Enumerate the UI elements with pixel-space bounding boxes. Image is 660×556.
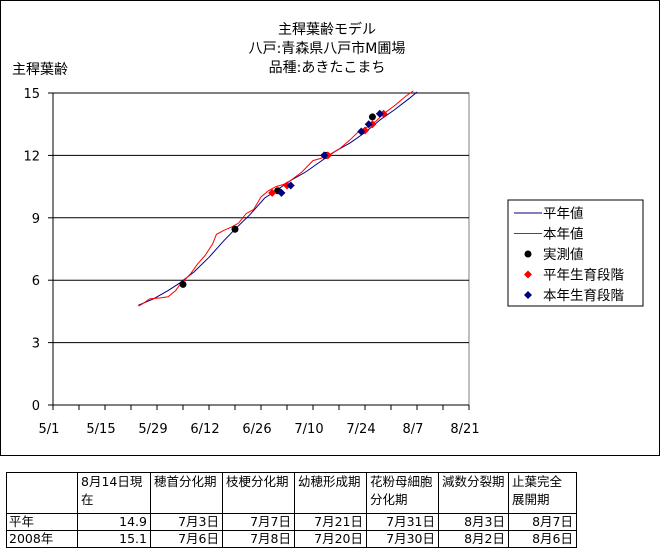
y-tick-label: 0 [32, 399, 40, 414]
table-cell: 15.1 [77, 530, 151, 548]
table-header-cell: 止葉完全展開期 [508, 472, 577, 514]
table-cell: 7月20日 [294, 530, 367, 548]
table-row: 2008年 15.1 7月6日 7月8日 7月20日 7月30日 8月2日 8月… [6, 530, 577, 548]
grid-lines [53, 92, 469, 344]
table-header-cell: 幼穂形成期 [294, 472, 367, 514]
chart-title: 主稈葉齢モデル [278, 21, 376, 38]
data-point [364, 120, 373, 129]
table-cell: 8月6日 [508, 530, 577, 548]
x-tick-label: 6/26 [242, 422, 271, 437]
x-tick-label: 6/12 [190, 422, 219, 437]
x-tick-label: 8/21 [450, 422, 479, 437]
table-cell: 7月3日 [150, 513, 223, 531]
data-point [179, 280, 187, 288]
y-tick-label: 6 [32, 274, 40, 289]
table-cell: 8月2日 [438, 530, 509, 548]
table-header-cell: 8月14日現在 [77, 472, 151, 514]
data-point [277, 188, 286, 197]
legend-swatch [524, 270, 532, 279]
chart-subtitle-variety: 品種:あきたこまち [269, 60, 386, 76]
x-tick-label: 5/1 [39, 422, 60, 437]
table-header-cell: 枝梗分化期 [222, 472, 295, 514]
axes [48, 92, 470, 410]
data-point [231, 225, 239, 233]
table-header-cell: 穂首分化期 [150, 472, 223, 514]
legend-label: 本年値 [543, 227, 584, 243]
growth-stage-table-wrap: 8月14日現在 穂首分化期 枝梗分化期 幼穂形成期 花粉母細胞分化期 減数分裂期… [6, 472, 577, 548]
x-tick-label: 5/15 [86, 422, 115, 437]
leaf-age-chart: 主稈葉齢モデル 八戸:青森県八戸市M圃場 品種:あきたこまち 主稈葉齢 0 3 6 9… [12, 21, 644, 437]
data-point [320, 151, 329, 160]
legend-swatch [524, 291, 532, 299]
table-cell: 7月8日 [222, 530, 295, 548]
table-cell: 14.9 [77, 513, 151, 531]
table-row-label: 平年 [6, 513, 78, 531]
series [138, 90, 418, 307]
y-tick-label: 3 [32, 337, 40, 352]
table-cell: 7月21日 [294, 513, 367, 531]
legend-swatch [524, 250, 532, 258]
y-tick-labels: 0 3 6 9 12 15 [23, 87, 40, 414]
plot-area [52, 92, 470, 406]
table-header-cell: 減数分裂期 [438, 472, 509, 514]
table-header-cell [6, 472, 78, 514]
y-tick-label: 9 [32, 212, 40, 227]
x-tick-label: 7/10 [294, 422, 323, 437]
table-header-row: 8月14日現在 穂首分化期 枝梗分化期 幼穂形成期 花粉母細胞分化期 減数分裂期… [6, 472, 577, 514]
data-point [268, 188, 277, 197]
table-cell: 7月6日 [150, 530, 223, 548]
table-cell: 7月31日 [366, 513, 439, 531]
table-cell: 8月3日 [438, 513, 509, 531]
legend-label: 平年値 [543, 206, 584, 222]
y-tick-label: 15 [23, 87, 40, 102]
y-tick-label: 12 [23, 149, 40, 164]
legend-label: 実測値 [543, 247, 584, 263]
data-point [286, 181, 295, 190]
table-row-label: 2008年 [6, 530, 78, 548]
data-point [357, 127, 366, 136]
x-tick-label: 5/29 [138, 422, 167, 437]
legend-label: 本年生育段階 [543, 288, 624, 304]
y-axis-label: 主稈葉齢 [12, 62, 68, 78]
table-row: 平年 14.9 7月3日 7月7日 7月21日 7月31日 8月3日 8月7日 [6, 513, 577, 531]
table-cell: 8月7日 [508, 513, 577, 531]
x-tick-label: 7/24 [346, 422, 375, 437]
x-tick-labels: 5/1 5/15 5/29 6/12 6/26 7/10 7/24 8/7 8/21 [39, 422, 480, 437]
data-point [375, 109, 384, 118]
chart-subtitle-location: 八戸:青森県八戸市M圃場 [249, 40, 406, 57]
legend-label: 平年生育段階 [543, 268, 624, 284]
table-cell: 7月7日 [222, 513, 295, 531]
growth-stage-table: 8月14日現在 穂首分化期 枝梗分化期 幼穂形成期 花粉母細胞分化期 減数分裂期… [6, 472, 577, 548]
x-tick-label: 8/7 [403, 422, 424, 437]
data-point [368, 113, 376, 121]
table-cell: 7月30日 [366, 530, 439, 548]
table-header-cell: 花粉母細胞分化期 [366, 472, 439, 514]
